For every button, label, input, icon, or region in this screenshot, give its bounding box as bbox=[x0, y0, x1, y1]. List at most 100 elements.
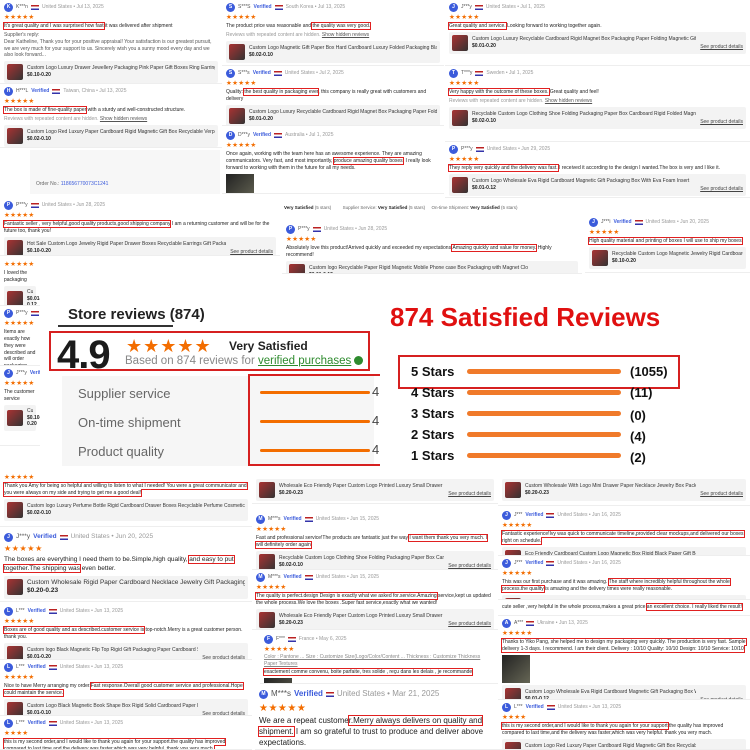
product-link[interactable]: Custom logo Luxury Perfume Bottle Rigid … bbox=[4, 498, 248, 521]
order-number[interactable]: 118656770073C1241 bbox=[60, 181, 109, 188]
product-link[interactable]: Custom Logo Magnetic Gift Paper Box Hard… bbox=[226, 40, 440, 63]
avatar: L bbox=[4, 607, 13, 616]
product-title: Custom Logo Red Luxury Paper Cardboard R… bbox=[525, 743, 696, 750]
product-link[interactable]: Custom$0.10-0.20 bbox=[4, 404, 40, 432]
product-link[interactable]: Custom logo Black Magnetic Flip Top Rigi… bbox=[4, 642, 248, 660]
product-link[interactable]: Custom Logo Red Luxury Paper Cardboard R… bbox=[4, 124, 218, 147]
show-hidden-reviews-link[interactable]: Show hidden reviews bbox=[99, 116, 148, 123]
review-text: this is my second order,and I would like… bbox=[501, 722, 746, 737]
see-product-details-link[interactable]: See product details bbox=[700, 186, 743, 193]
see-product-details-link[interactable]: See product details bbox=[448, 563, 491, 570]
rating-stars-icon: ★★★★★ bbox=[126, 336, 212, 356]
avatar: J bbox=[4, 533, 13, 542]
review-card: S S***S Verified South Korea • Jul 13, 2025… bbox=[222, 0, 444, 66]
product-link[interactable]: Custom Logo Black Magnetic Book Shape Bo… bbox=[4, 698, 248, 716]
product-link[interactable]: Wholesale Eco Friendly Paper Custom Logo… bbox=[256, 479, 494, 501]
product-thumbnail bbox=[7, 579, 23, 596]
review-card: J J***i Verified United States • Jun 20, 20… bbox=[585, 215, 750, 273]
product-link[interactable]: Custom Logo Luxury Recyclable Cardboard … bbox=[449, 32, 746, 55]
product-price: $0.01-0.12 bbox=[472, 185, 496, 192]
review-card: P P***y United States • Jun 29, 2025 ★★★★★ T… bbox=[445, 142, 750, 198]
show-hidden-reviews-link[interactable]: Show hidden reviews bbox=[544, 98, 593, 105]
product-link[interactable]: Custom Wholesale With Logo Mini Drawer P… bbox=[502, 479, 746, 501]
product-link[interactable]: Custom Logo Wholesale Eva Rigid Cardboar… bbox=[502, 684, 746, 699]
product-thumbnail bbox=[7, 291, 23, 305]
product-title: Custom Logo Magnetic Gift Paper Box Hard… bbox=[249, 45, 437, 52]
see-product-details-link[interactable]: See product details bbox=[532, 273, 575, 274]
see-product-details-link[interactable]: See product details bbox=[202, 655, 245, 660]
country-flag-icon bbox=[30, 5, 39, 10]
review-text-part: even better. bbox=[79, 564, 116, 572]
product-link[interactable]: Wholesale Eco Friendly Paper Custom Logo… bbox=[256, 608, 494, 629]
review-header: H H***L Verified Taiwan, China • Jul 13, 20… bbox=[4, 87, 218, 96]
product-link[interactable]: Recyclable Custom Logo Magnetic Jewelry … bbox=[589, 247, 746, 270]
reviewer-name: F*** bbox=[276, 636, 285, 643]
avatar: J bbox=[502, 559, 511, 568]
product-attributes: Color : Pantone ... Size : Customize Siz… bbox=[264, 654, 481, 668]
country-flag-icon bbox=[312, 227, 321, 232]
review-highlight: Fast response.Overall good customer serv… bbox=[3, 682, 244, 698]
product-link[interactable]: Recyclable Custom Logo Clothing Shoe Fol… bbox=[256, 550, 494, 570]
five-star-highlight-box bbox=[398, 355, 680, 389]
review-photo[interactable] bbox=[502, 654, 530, 683]
product-info: Custom$0.10-0.20 bbox=[27, 408, 40, 428]
review-text-part: Once again, working with the team here h… bbox=[226, 151, 422, 165]
product-info: Custom logo Black Magnetic Flip Top Rigi… bbox=[27, 647, 198, 660]
product-price: $0.10-0.20 bbox=[612, 258, 636, 265]
see-product-details-link[interactable]: See product details bbox=[700, 119, 743, 126]
product-link[interactable]: Eco Friendly Cardboard Custom Logo Magne… bbox=[502, 546, 746, 556]
store-reviews-panel: Store reviews (874) 4.9 ★★★★★ Very Satis… bbox=[40, 292, 394, 470]
see-product-details-link[interactable]: See product details bbox=[448, 621, 491, 628]
verified-purchases-link[interactable]: verified purchases bbox=[257, 355, 352, 367]
review-photo[interactable] bbox=[226, 173, 254, 193]
product-title: Recyclable Custom Logo Magnetic Jewelry … bbox=[612, 251, 743, 258]
see-product-details-link[interactable]: See product details bbox=[700, 44, 743, 51]
see-product-details-link[interactable]: See product details bbox=[700, 697, 743, 699]
product-link[interactable]: Luxury Black Jewelry Magnetic Closure Pa… bbox=[502, 594, 746, 599]
store-reviews-title[interactable]: Store reviews (874) bbox=[68, 306, 205, 323]
avatar: T bbox=[449, 69, 458, 78]
product-link[interactable]: Custom logo Recyclable Paper Rigid Magne… bbox=[286, 260, 578, 274]
review-card: J J***y Verified United States • Jun 20, 20… bbox=[0, 530, 252, 602]
product-link[interactable]: Custom Logo Red Luxury Paper Cardboard R… bbox=[502, 738, 746, 750]
review-text-part: it was delivered after shipment bbox=[103, 23, 173, 30]
avatar: D bbox=[226, 131, 235, 140]
review-header: J J*** Verified United States • Jun 16, 202… bbox=[502, 511, 746, 520]
avatar: J bbox=[4, 369, 13, 378]
review-location-date: Ukraine • Jun 13, 2025 bbox=[537, 620, 588, 627]
see-product-details-link[interactable]: See product details bbox=[230, 249, 273, 256]
product-info: Recyclable Custom Logo Clothing Shoe Fol… bbox=[472, 111, 696, 125]
show-hidden-reviews-link[interactable]: Show hidden reviews bbox=[321, 32, 370, 39]
review-card: P P***y United States • Jun 28, 2025 ★★★★★ F… bbox=[0, 198, 280, 256]
avatar: H bbox=[4, 87, 13, 96]
star-rating-icon: ★★★★★ bbox=[4, 212, 35, 219]
reviewer-name: J*** bbox=[514, 512, 523, 519]
review-highlight: It's great quality and I was surprised h… bbox=[3, 22, 105, 31]
product-price: $0.20-0.23 bbox=[27, 587, 59, 595]
verified-badge: Verified bbox=[253, 4, 272, 11]
see-product-details-link[interactable]: See product details bbox=[700, 491, 743, 498]
product-price: $0.01-0.12 bbox=[27, 295, 40, 306]
product-link[interactable]: Custom Logo$0.01-0.12 bbox=[4, 285, 40, 306]
country-flag-icon bbox=[48, 609, 57, 614]
product-info: Wholesale Eco Friendly Paper Custom Logo… bbox=[279, 613, 444, 627]
reviewer-name: M***s bbox=[268, 574, 281, 581]
product-price: $0.01-0.20 bbox=[27, 653, 51, 660]
country-flag-icon bbox=[546, 513, 555, 518]
review-text: Thank you Amy for being so helpful and w… bbox=[3, 482, 248, 498]
product-link[interactable]: Custom Logo Wholesale Eva Rigid Cardboar… bbox=[449, 174, 746, 197]
star-level-label: 3 Stars bbox=[411, 406, 455, 421]
see-product-details-link[interactable]: See product details bbox=[448, 491, 491, 498]
product-link[interactable]: Custom Logo Luxury Recyclable Cardboard … bbox=[226, 104, 440, 125]
review-photo[interactable] bbox=[264, 677, 292, 683]
product-title: Eco Friendly Cardboard Custom Logo Magne… bbox=[525, 551, 696, 556]
product-thumbnail bbox=[505, 687, 521, 699]
product-link[interactable]: Custom Logo Luxury Drawer Jewellery Pack… bbox=[4, 61, 218, 83]
see-product-details-link[interactable]: See product details bbox=[202, 711, 245, 716]
review-text: We are a repeat customer.Merry always de… bbox=[257, 715, 494, 748]
product-title: Custom Logo Wholesale Eva Rigid Cardboar… bbox=[525, 689, 696, 696]
product-link[interactable]: Recyclable Custom Logo Clothing Shoe Fol… bbox=[449, 106, 746, 129]
product-link[interactable]: Hot Sale Custom Logo Jewelry Rigid Paper… bbox=[4, 236, 276, 256]
product-link[interactable]: Custom Wholesale Rigid Paper Cardboard N… bbox=[4, 575, 248, 600]
